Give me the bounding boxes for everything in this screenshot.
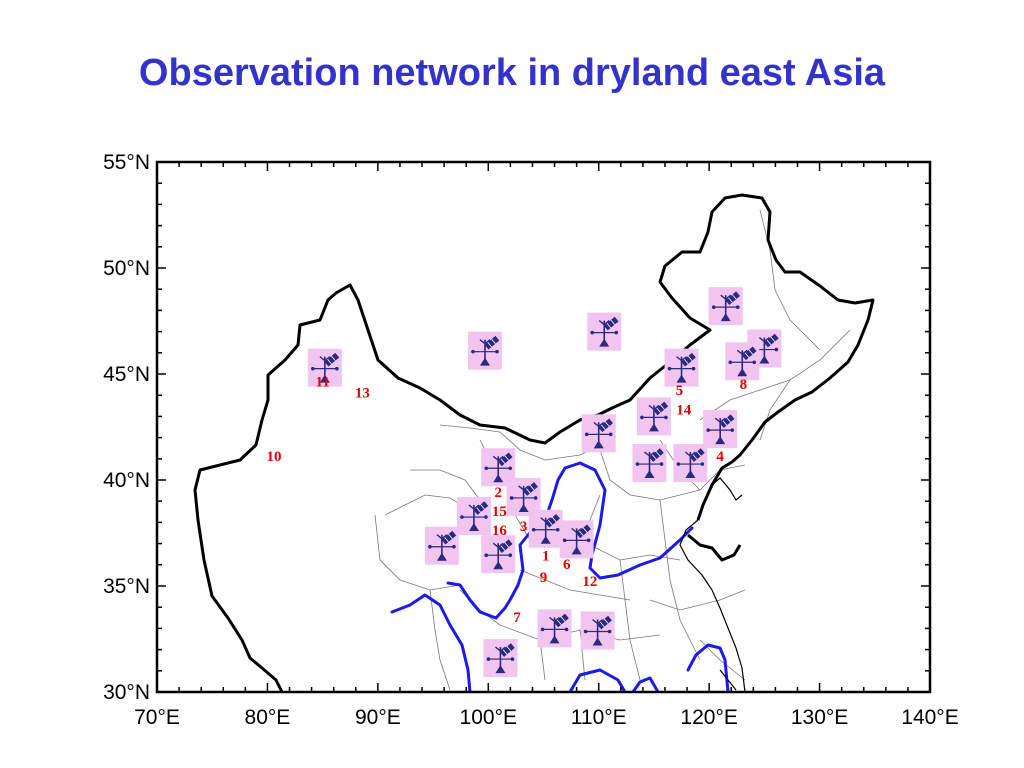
tower-satellite-icon [537,609,572,648]
tower-satellite-icon [481,535,516,574]
x-tick-label: 70°E [134,706,180,729]
x-tick-label: 80°E [245,706,291,729]
site-number-label: 6 [563,557,571,573]
tower-satellite-icon [664,348,699,387]
x-tick-label: 100°E [460,706,517,729]
tower-satellite-icon [456,497,491,536]
tower-satellite-icon [424,526,459,565]
site-number-label: 10 [267,449,282,465]
site-number-label: 13 [355,385,370,401]
x-axis-labels: 70°E 80°E 90°E 100°E 110°E 120°E 130°E 140°E [134,706,959,729]
site-number-label: 14 [676,402,692,418]
tower-satellite-icon [307,348,342,387]
tower-satellite-icon [636,397,671,436]
tower-satellite-icon [483,639,518,678]
y-tick-label: 30°N [103,681,150,704]
national-boundary [193,193,875,692]
site-number-label: 4 [716,449,724,465]
tower-satellite-icon [481,448,516,487]
tower-satellite-icon [703,410,738,449]
tower-satellite-icon [673,444,708,483]
site-number-label: 16 [492,523,508,539]
tower-satellite-icon [725,342,760,381]
x-tick-label: 110°E [571,706,627,729]
rivers [390,461,730,692]
y-axis-labels: 55°N 50°N 45°N 40°N 35°N 30°N [103,151,150,704]
page-title: Observation network in dryland east Asia [138,52,886,94]
coastline [679,477,746,692]
y-tick-label: 55°N [103,151,150,174]
tower-satellite-icon [632,444,667,483]
y-tick-label: 45°N [103,363,150,386]
tower-satellite-icon [587,312,622,351]
site-number-label: 2 [494,485,502,501]
tower-satellite-icon [559,520,594,559]
site-number-label: 7 [513,610,521,626]
tower-satellite-icon [580,611,615,650]
y-tick-label: 35°N [103,575,150,598]
tower-satellite-icon [506,477,541,516]
site-number-label: 9 [540,570,548,586]
station-markers [307,287,782,678]
x-tick-label: 130°E [791,706,848,729]
site-number-label: 11 [316,375,330,391]
site-number-label: 8 [740,377,748,393]
site-number-label: 12 [582,574,597,590]
axis-ticks [156,161,931,693]
y-tick-label: 40°N [103,469,150,492]
tower-satellite-icon [467,331,502,370]
site-number-label: 5 [676,383,684,399]
site-number-label: 1 [542,549,550,565]
site-number-label: 15 [492,504,507,520]
site-number-label: 3 [520,519,528,535]
y-tick-label: 50°N [103,257,150,280]
map-frame [155,160,932,694]
x-tick-label: 140°E [901,706,958,729]
x-tick-label: 90°E [355,706,401,729]
tower-satellite-icon [528,509,563,548]
tower-satellite-icon [581,414,616,453]
x-tick-label: 120°E [680,706,737,729]
tower-satellite-icon [708,287,743,326]
